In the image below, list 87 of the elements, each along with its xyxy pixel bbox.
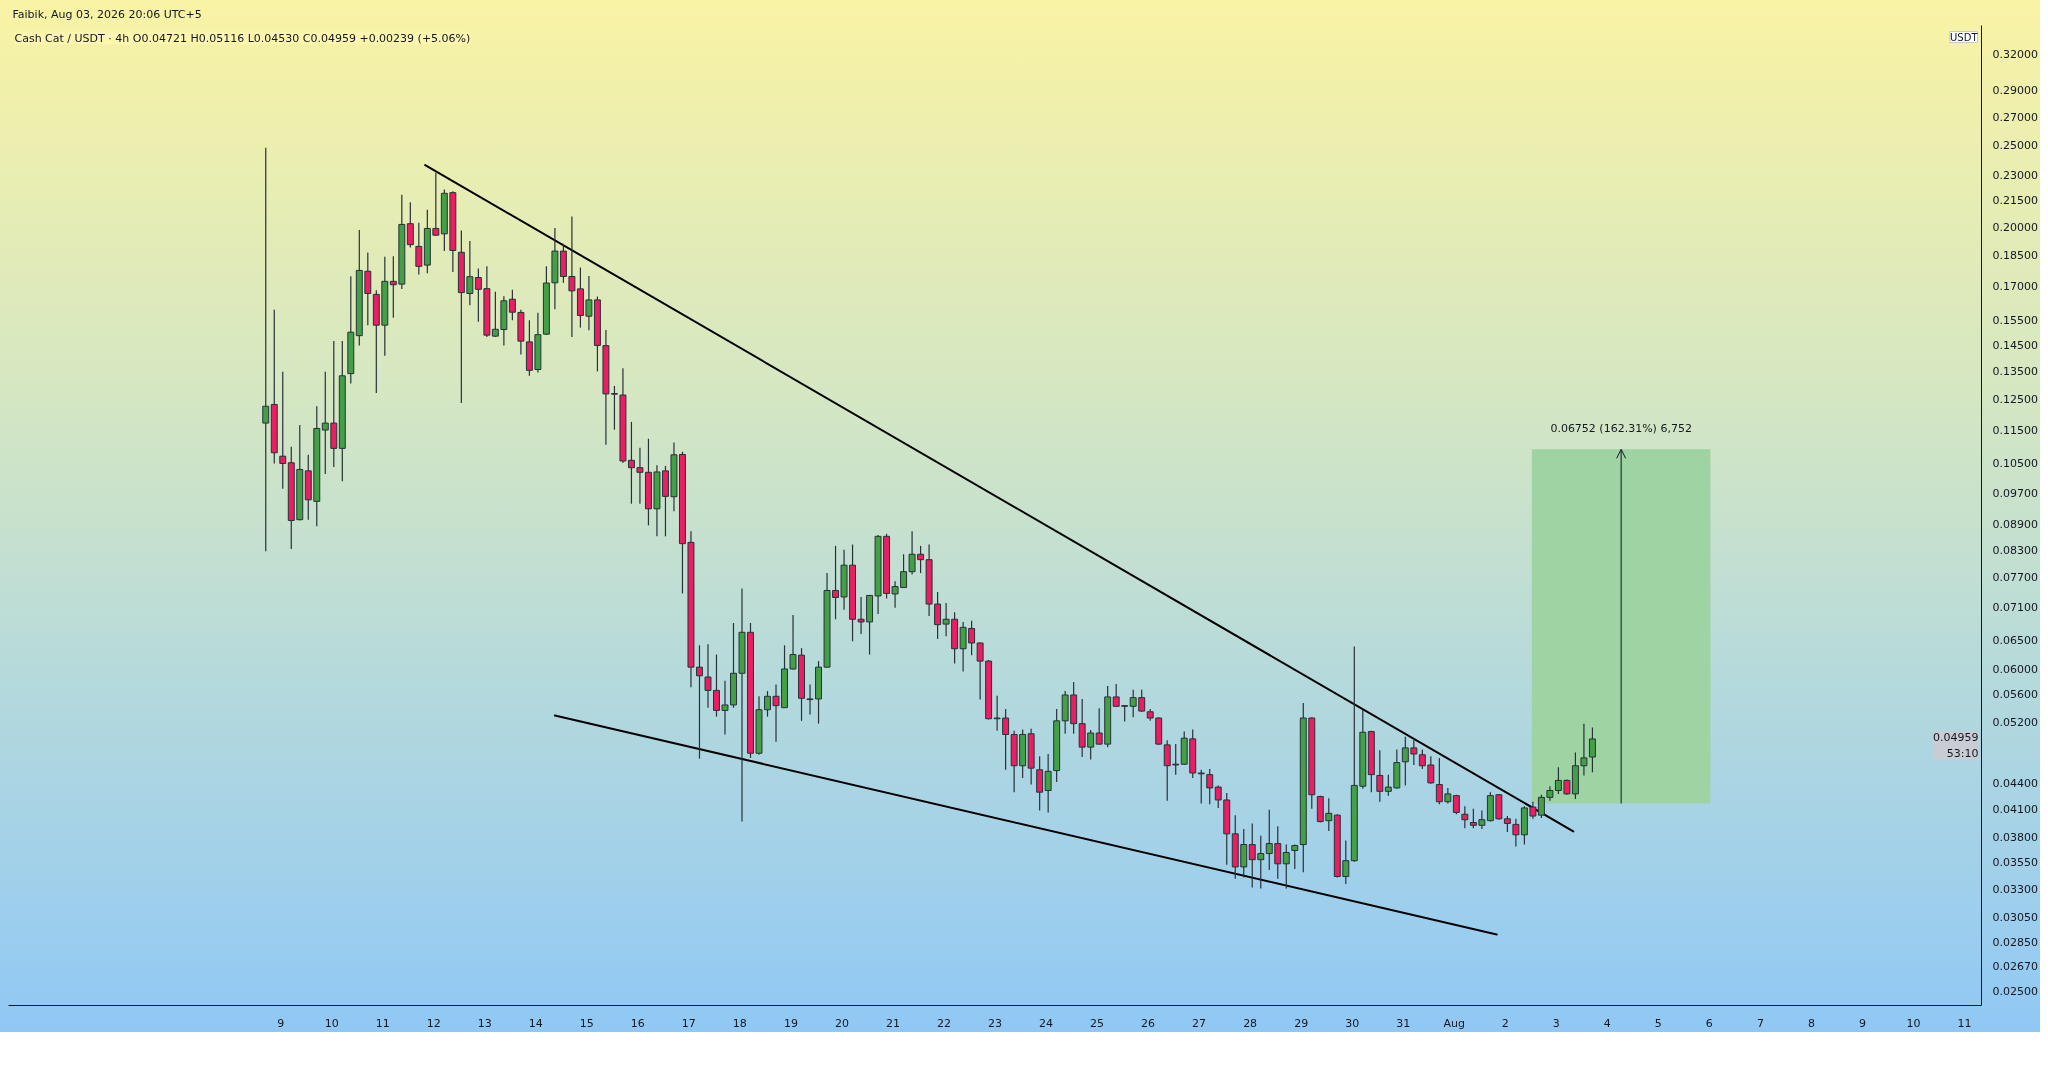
x-tick-label: 10 (324, 1016, 339, 1030)
y-tick-label: 0.20000 (1992, 220, 2038, 234)
x-tick-label: 8 (1807, 1016, 1815, 1030)
chart-title: Faibik, Aug 03, 2026 20:06 UTC+5 (12, 7, 202, 21)
x-tick-label: 3 (1552, 1016, 1560, 1030)
x-tick-label: 13 (477, 1016, 492, 1030)
candlestick (1588, 726, 1596, 773)
y-axis-title: USDT (1950, 31, 1979, 43)
y-tick-label: 0.03050 (1992, 911, 2038, 925)
y-tick-label: 0.08300 (1992, 543, 2038, 557)
candlestick (704, 643, 712, 709)
x-tick-label: 12 (426, 1016, 441, 1030)
x-tick-label: 24 (1039, 1016, 1054, 1030)
x-tick-label: 30 (1345, 1016, 1360, 1030)
x-tick-label: Aug (1443, 1016, 1465, 1030)
candlestick (279, 371, 287, 490)
x-tick-label: 21 (885, 1016, 900, 1030)
y-tick-label: 0.02850 (1992, 936, 2038, 950)
candlestick (1206, 768, 1214, 805)
x-tick-label: 22 (936, 1016, 951, 1030)
annotation: 0.06752 (162.31%) 6,752 (1550, 422, 1692, 436)
x-tick-label: 10 (1906, 1016, 1921, 1030)
y-tick-label: 0.10500 (1992, 457, 2038, 471)
x-tick-label: 18 (732, 1016, 747, 1030)
x-tick-label: 11 (1957, 1016, 1972, 1030)
candlestick (1214, 784, 1222, 809)
y-tick-label: 0.06000 (1992, 662, 2038, 676)
y-tick-label: 0.32000 (1992, 48, 2038, 62)
y-tick-label: 0.06500 (1992, 633, 2038, 647)
y-tick-label: 0.04100 (1992, 802, 2038, 816)
y-tick-label: 0.12500 (1992, 393, 2038, 407)
x-tick-label: 20 (834, 1016, 849, 1030)
x-tick-label: 31 (1396, 1016, 1411, 1030)
y-tick-label: 0.25000 (1992, 138, 2038, 152)
y-tick-label: 0.05600 (1992, 688, 2038, 702)
candlestick (1376, 749, 1384, 803)
y-tick-label: 0.07700 (1992, 571, 2038, 585)
candlestick (415, 222, 423, 276)
y-tick-label: 0.09700 (1992, 486, 2038, 500)
x-tick-label: 5 (1654, 1016, 1662, 1030)
y-tick-label: 0.02670 (1992, 960, 2038, 974)
candlestick (1291, 843, 1299, 870)
y-tick-label: 0.03550 (1992, 855, 2038, 869)
y-tick-label: 0.05200 (1992, 715, 2038, 729)
text: Cash Cat / USDT · 4h O0.04721 H0.05116 L0.04530 C0.04959 +0.00239 (+5.06%) (14, 31, 471, 45)
candlestick (1282, 843, 1290, 890)
y-tick-label: 0.04400 (1992, 776, 2038, 790)
y-tick-label: 0.29000 (1992, 84, 2038, 98)
x-tick-label: 27 (1192, 1016, 1207, 1030)
y-tick-label: 0.02500 (1992, 984, 2038, 998)
y-tick-label: 0.17000 (1992, 280, 2038, 294)
x-tick-label: 2 (1501, 1016, 1509, 1030)
y-tick-label: 0.23000 (1992, 169, 2038, 183)
x-tick-label: 9 (277, 1016, 285, 1030)
candlestick (1036, 755, 1044, 812)
y-tick-label: 0.03800 (1992, 830, 2038, 844)
y-tick-label: 0.15500 (1992, 314, 2038, 328)
candlestick (262, 147, 270, 552)
y-tick-label: 0.08900 (1992, 518, 2038, 532)
x-tick-label: 28 (1243, 1016, 1258, 1030)
y-tick-label: 0.14500 (1992, 338, 2038, 352)
x-tick-label: 17 (681, 1016, 696, 1030)
y-tick-label: 0.03300 (1992, 882, 2038, 896)
y-tick-label: 0.11500 (1992, 424, 2038, 438)
y-tick-label: 0.13500 (1992, 365, 2038, 379)
x-tick-label: 23 (988, 1016, 1002, 1030)
x-tick-label: 11 (375, 1016, 390, 1030)
y-tick-label: 0.27000 (1992, 110, 2038, 124)
x-tick-label: 19 (783, 1016, 798, 1030)
x-tick-label: 4 (1603, 1016, 1611, 1030)
y-tick-label: 0.18500 (1992, 249, 2038, 263)
candlestick (1461, 805, 1469, 829)
x-tick-label: 26 (1141, 1016, 1156, 1030)
x-tick-label: 6 (1705, 1016, 1713, 1030)
x-tick-label: 29 (1294, 1016, 1309, 1030)
x-tick-label: 9 (1858, 1016, 1866, 1030)
x-tick-label: 16 (630, 1016, 645, 1030)
x-tick-label: 25 (1090, 1016, 1105, 1030)
candlestick (1197, 769, 1205, 805)
annotation: 0.04959 53:10 (1933, 730, 1979, 760)
candlestick (406, 201, 414, 249)
x-tick-label: 14 (528, 1016, 543, 1030)
x-tick-label: 7 (1756, 1016, 1764, 1030)
y-tick-label: 0.21500 (1992, 194, 2038, 208)
candlestick (1044, 753, 1052, 814)
y-tick-label: 0.07100 (1992, 601, 2038, 615)
x-tick-label: 15 (579, 1016, 594, 1030)
